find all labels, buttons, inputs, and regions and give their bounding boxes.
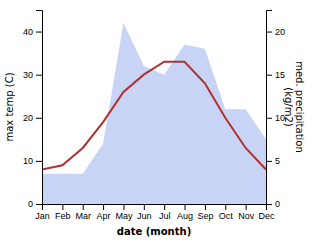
tick-mark — [266, 161, 272, 162]
tick: Oct — [219, 204, 234, 221]
tick: Nov — [238, 204, 255, 221]
tick-label: 0 — [275, 199, 280, 209]
tick-label: 30 — [23, 70, 33, 80]
tick-mark — [36, 75, 42, 76]
tick-mark — [225, 204, 226, 210]
line — [42, 62, 266, 170]
tick: Jul — [159, 204, 171, 221]
tick-mark — [246, 204, 247, 210]
tick-mark — [266, 75, 272, 76]
tick: Sep — [197, 204, 213, 221]
tick-label: Dec — [258, 211, 275, 221]
y-axis: 0 10 20 30 40 — [23, 11, 43, 210]
tick: Dec — [258, 204, 275, 221]
tick-mark — [62, 204, 63, 210]
tick-label: Mar — [75, 211, 91, 221]
tick-mark — [36, 204, 42, 205]
tick: May — [115, 204, 133, 221]
tick: Aug — [177, 204, 193, 221]
tick-label: Nov — [238, 211, 255, 221]
tick: 15 — [266, 70, 285, 80]
tick-mark — [266, 32, 272, 33]
tick: Jun — [137, 204, 152, 221]
tick-label: Apr — [97, 211, 111, 221]
tick: Mar — [75, 204, 91, 221]
plot-area — [42, 23, 266, 204]
tick-mark — [266, 118, 272, 119]
x-axis: Jan Feb Mar Apr May Jun Jul Aug Sep Oct NovDec — [35, 204, 275, 221]
tick: Feb — [55, 204, 71, 221]
tick: 5 — [266, 156, 280, 166]
tick-label: Jul — [159, 211, 171, 221]
tick-label: Sep — [197, 211, 213, 221]
tick: 0 — [28, 199, 42, 209]
plot-root: JanFebMarAprMayJunJulAugSepOctNovDec0102… — [4, 11, 305, 238]
area — [42, 23, 266, 204]
y2-axis: 0 5 10 15 20 — [266, 11, 285, 210]
tick-mark — [266, 204, 272, 205]
tick: 20 — [23, 113, 42, 123]
tick: 40 — [23, 27, 42, 37]
tick-mark — [123, 204, 124, 210]
tick: 30 — [23, 70, 42, 80]
tick-mark — [103, 204, 104, 210]
axis-line — [267, 11, 273, 205]
x-axis-title: date (month) — [117, 226, 191, 237]
tick-mark — [83, 204, 84, 210]
tick-label: Aug — [177, 211, 193, 221]
tick: 10 — [266, 113, 285, 123]
tick: Jan — [35, 204, 50, 221]
tick-label: Oct — [219, 211, 234, 221]
tick-label: 40 — [23, 27, 33, 37]
tick: Apr — [97, 204, 111, 221]
tick-label: Jan — [35, 211, 50, 221]
tick-label: Jun — [137, 211, 152, 221]
tick: 0 — [266, 199, 280, 209]
tick-label: Feb — [55, 211, 71, 221]
tick-label: 20 — [275, 27, 285, 37]
tick-mark — [185, 204, 186, 210]
tick-label: May — [115, 211, 133, 221]
axis-line — [43, 205, 267, 211]
tick: 20 — [266, 27, 285, 37]
tick-mark — [36, 32, 42, 33]
tick-mark — [164, 204, 165, 210]
y-axis-title: max temp (C) — [4, 72, 15, 141]
tick-label: 0 — [28, 199, 33, 209]
chart: JanFebMarAprMayJunJulAugSepOctNovDec0102… — [0, 0, 318, 242]
tick-label: 10 — [23, 156, 33, 166]
tick-label: 15 — [275, 70, 285, 80]
tick-label: 20 — [23, 113, 33, 123]
tick: 10 — [23, 156, 42, 166]
tick-mark — [144, 204, 145, 210]
y2-axis-title: med. precipitation(kg/m2) — [283, 61, 306, 153]
tick-mark — [36, 161, 42, 162]
tick-mark — [205, 204, 206, 210]
tick-mark — [36, 118, 42, 119]
tick-label: 5 — [275, 156, 280, 166]
axis-line — [36, 11, 43, 205]
